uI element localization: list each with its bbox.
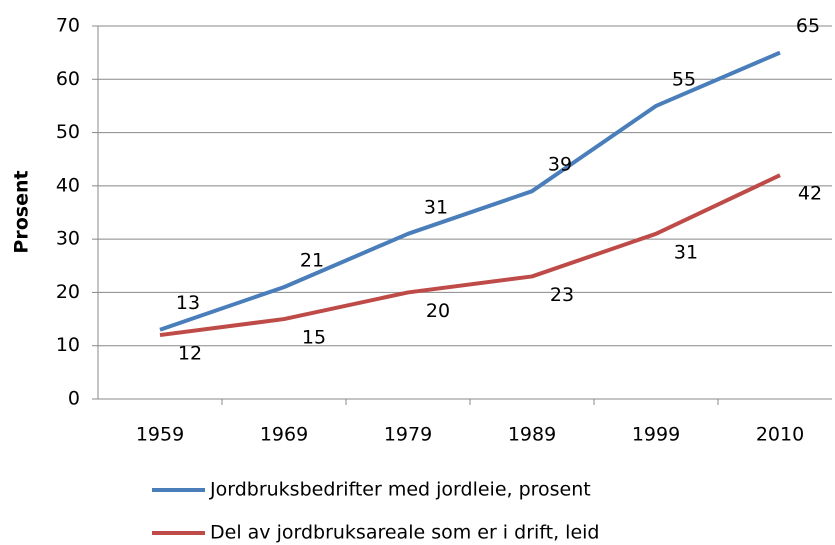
- y-tick-label: 10: [56, 334, 80, 356]
- data-label: 31: [674, 241, 698, 263]
- x-tick-label: 1989: [508, 424, 556, 446]
- legend-label: Del av jordbruksareale som er i drift, l…: [210, 522, 599, 544]
- data-label: 55: [672, 68, 696, 90]
- data-label: 21: [300, 250, 324, 272]
- y-tick-label: 60: [56, 68, 80, 90]
- y-tick-label: 40: [56, 174, 80, 196]
- series-line: [159, 50, 781, 332]
- x-tick-label: 1969: [260, 424, 308, 446]
- data-label: 13: [176, 292, 200, 314]
- data-label: 12: [178, 343, 202, 365]
- x-tick-label: 1979: [384, 424, 432, 446]
- x-tick-label: 2010: [756, 424, 804, 446]
- y-tick-label: 30: [56, 228, 80, 250]
- y-tick-label: 70: [56, 15, 80, 37]
- data-label: 20: [426, 300, 450, 322]
- data-label: 15: [302, 327, 326, 349]
- legend-label: Jordbruksbedrifter med jordleie, prosent: [209, 479, 591, 501]
- x-tick-label: 1999: [632, 424, 680, 446]
- y-axis-label: Prosent: [11, 170, 33, 253]
- data-label: 42: [798, 183, 822, 205]
- data-label: 31: [424, 196, 448, 218]
- x-tick-label: 1959: [136, 424, 184, 446]
- data-label: 23: [550, 284, 574, 306]
- data-label: 65: [796, 15, 820, 37]
- data-label: 39: [548, 154, 572, 176]
- y-tick-label: 50: [56, 121, 80, 143]
- y-tick-label: 0: [68, 388, 80, 410]
- y-tick-label: 20: [56, 281, 80, 303]
- series-line: [159, 173, 781, 338]
